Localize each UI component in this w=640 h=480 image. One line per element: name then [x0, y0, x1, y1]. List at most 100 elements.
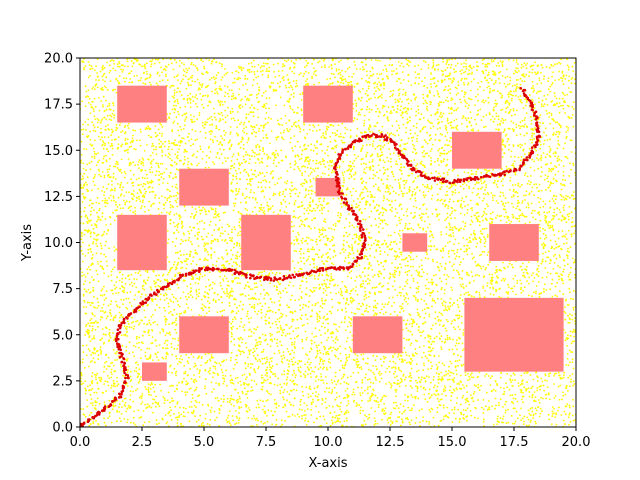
sample-point [259, 360, 262, 363]
sample-point [146, 144, 148, 146]
sample-point [178, 134, 181, 137]
sample-point [464, 70, 467, 73]
sample-point [407, 329, 410, 332]
sample-point [103, 66, 106, 69]
sample-point [480, 119, 483, 121]
sample-point [315, 287, 317, 289]
sample-point [235, 190, 238, 192]
sample-point [96, 220, 98, 223]
sample-point [144, 351, 147, 354]
sample-point [315, 344, 318, 347]
sample-point [449, 88, 451, 91]
sample-point [255, 76, 257, 79]
sample-point [392, 366, 395, 369]
sample-point [275, 342, 278, 344]
sample-point [394, 376, 396, 379]
sample-point [399, 263, 401, 265]
sample-point [135, 337, 138, 340]
sample-point [570, 117, 573, 119]
sample-point [439, 175, 442, 178]
sample-point [437, 92, 439, 95]
sample-point [108, 412, 111, 415]
sample-point [93, 361, 96, 364]
sample-point [305, 59, 308, 62]
sample-point [147, 209, 150, 212]
sample-point [103, 231, 106, 233]
sample-point [278, 194, 281, 197]
sample-point [300, 72, 302, 74]
sample-point [351, 244, 353, 246]
sample-point [520, 419, 522, 421]
sample-point [466, 84, 469, 86]
sample-point [299, 267, 301, 270]
sample-point [298, 126, 301, 129]
sample-point [130, 178, 133, 181]
sample-point [189, 255, 191, 258]
sample-point [311, 304, 314, 306]
sample-point [469, 374, 472, 376]
sample-point [506, 140, 509, 143]
sample-point [414, 397, 417, 400]
sample-point [116, 305, 119, 308]
sample-point [521, 144, 523, 147]
sample-point [353, 178, 356, 181]
sample-point [308, 363, 311, 366]
sample-point [263, 357, 266, 360]
sample-point [278, 123, 281, 126]
sample-point [486, 254, 489, 256]
sample-point [167, 63, 170, 66]
sample-point [175, 61, 178, 64]
sample-point [256, 354, 259, 357]
sample-point [294, 121, 297, 123]
sample-point [391, 210, 393, 213]
sample-point [196, 368, 199, 370]
sample-point [263, 152, 266, 155]
sample-point [208, 284, 211, 287]
sample-point [237, 232, 240, 235]
sample-point [289, 195, 292, 198]
sample-point [139, 322, 141, 324]
sample-point [289, 379, 292, 382]
sample-point [241, 338, 244, 341]
sample-point [219, 282, 222, 284]
sample-point [306, 236, 308, 239]
sample-point [149, 323, 152, 326]
sample-point [401, 111, 404, 113]
sample-point [412, 181, 414, 184]
sample-point [529, 414, 532, 416]
sample-point [371, 131, 374, 133]
sample-point [438, 172, 440, 175]
sample-point [534, 218, 537, 221]
sample-point [82, 382, 84, 385]
sample-point [204, 291, 207, 294]
sample-point [142, 410, 145, 412]
sample-point [305, 414, 307, 416]
sample-point [316, 346, 318, 349]
sample-point [129, 78, 132, 80]
sample-point [508, 219, 510, 222]
sample-point [123, 287, 126, 289]
sample-point [418, 73, 421, 75]
sample-point [505, 221, 508, 224]
sample-point [492, 294, 495, 296]
sample-point [509, 93, 512, 96]
sample-point [435, 170, 437, 173]
sample-point [539, 197, 542, 200]
sample-point [241, 390, 244, 393]
sample-point [386, 303, 389, 306]
sample-point [447, 151, 450, 153]
sample-point [106, 114, 109, 117]
sample-point [87, 95, 90, 98]
sample-point [388, 277, 391, 280]
sample-point [262, 147, 264, 149]
sample-point [461, 117, 464, 119]
sample-point [537, 159, 540, 161]
sample-point [166, 230, 169, 232]
sample-point [144, 128, 147, 131]
sample-point [379, 95, 382, 97]
sample-point [201, 355, 203, 358]
sample-point [252, 151, 255, 154]
sample-point [151, 58, 154, 61]
sample-point [423, 203, 425, 206]
sample-point [439, 181, 441, 184]
